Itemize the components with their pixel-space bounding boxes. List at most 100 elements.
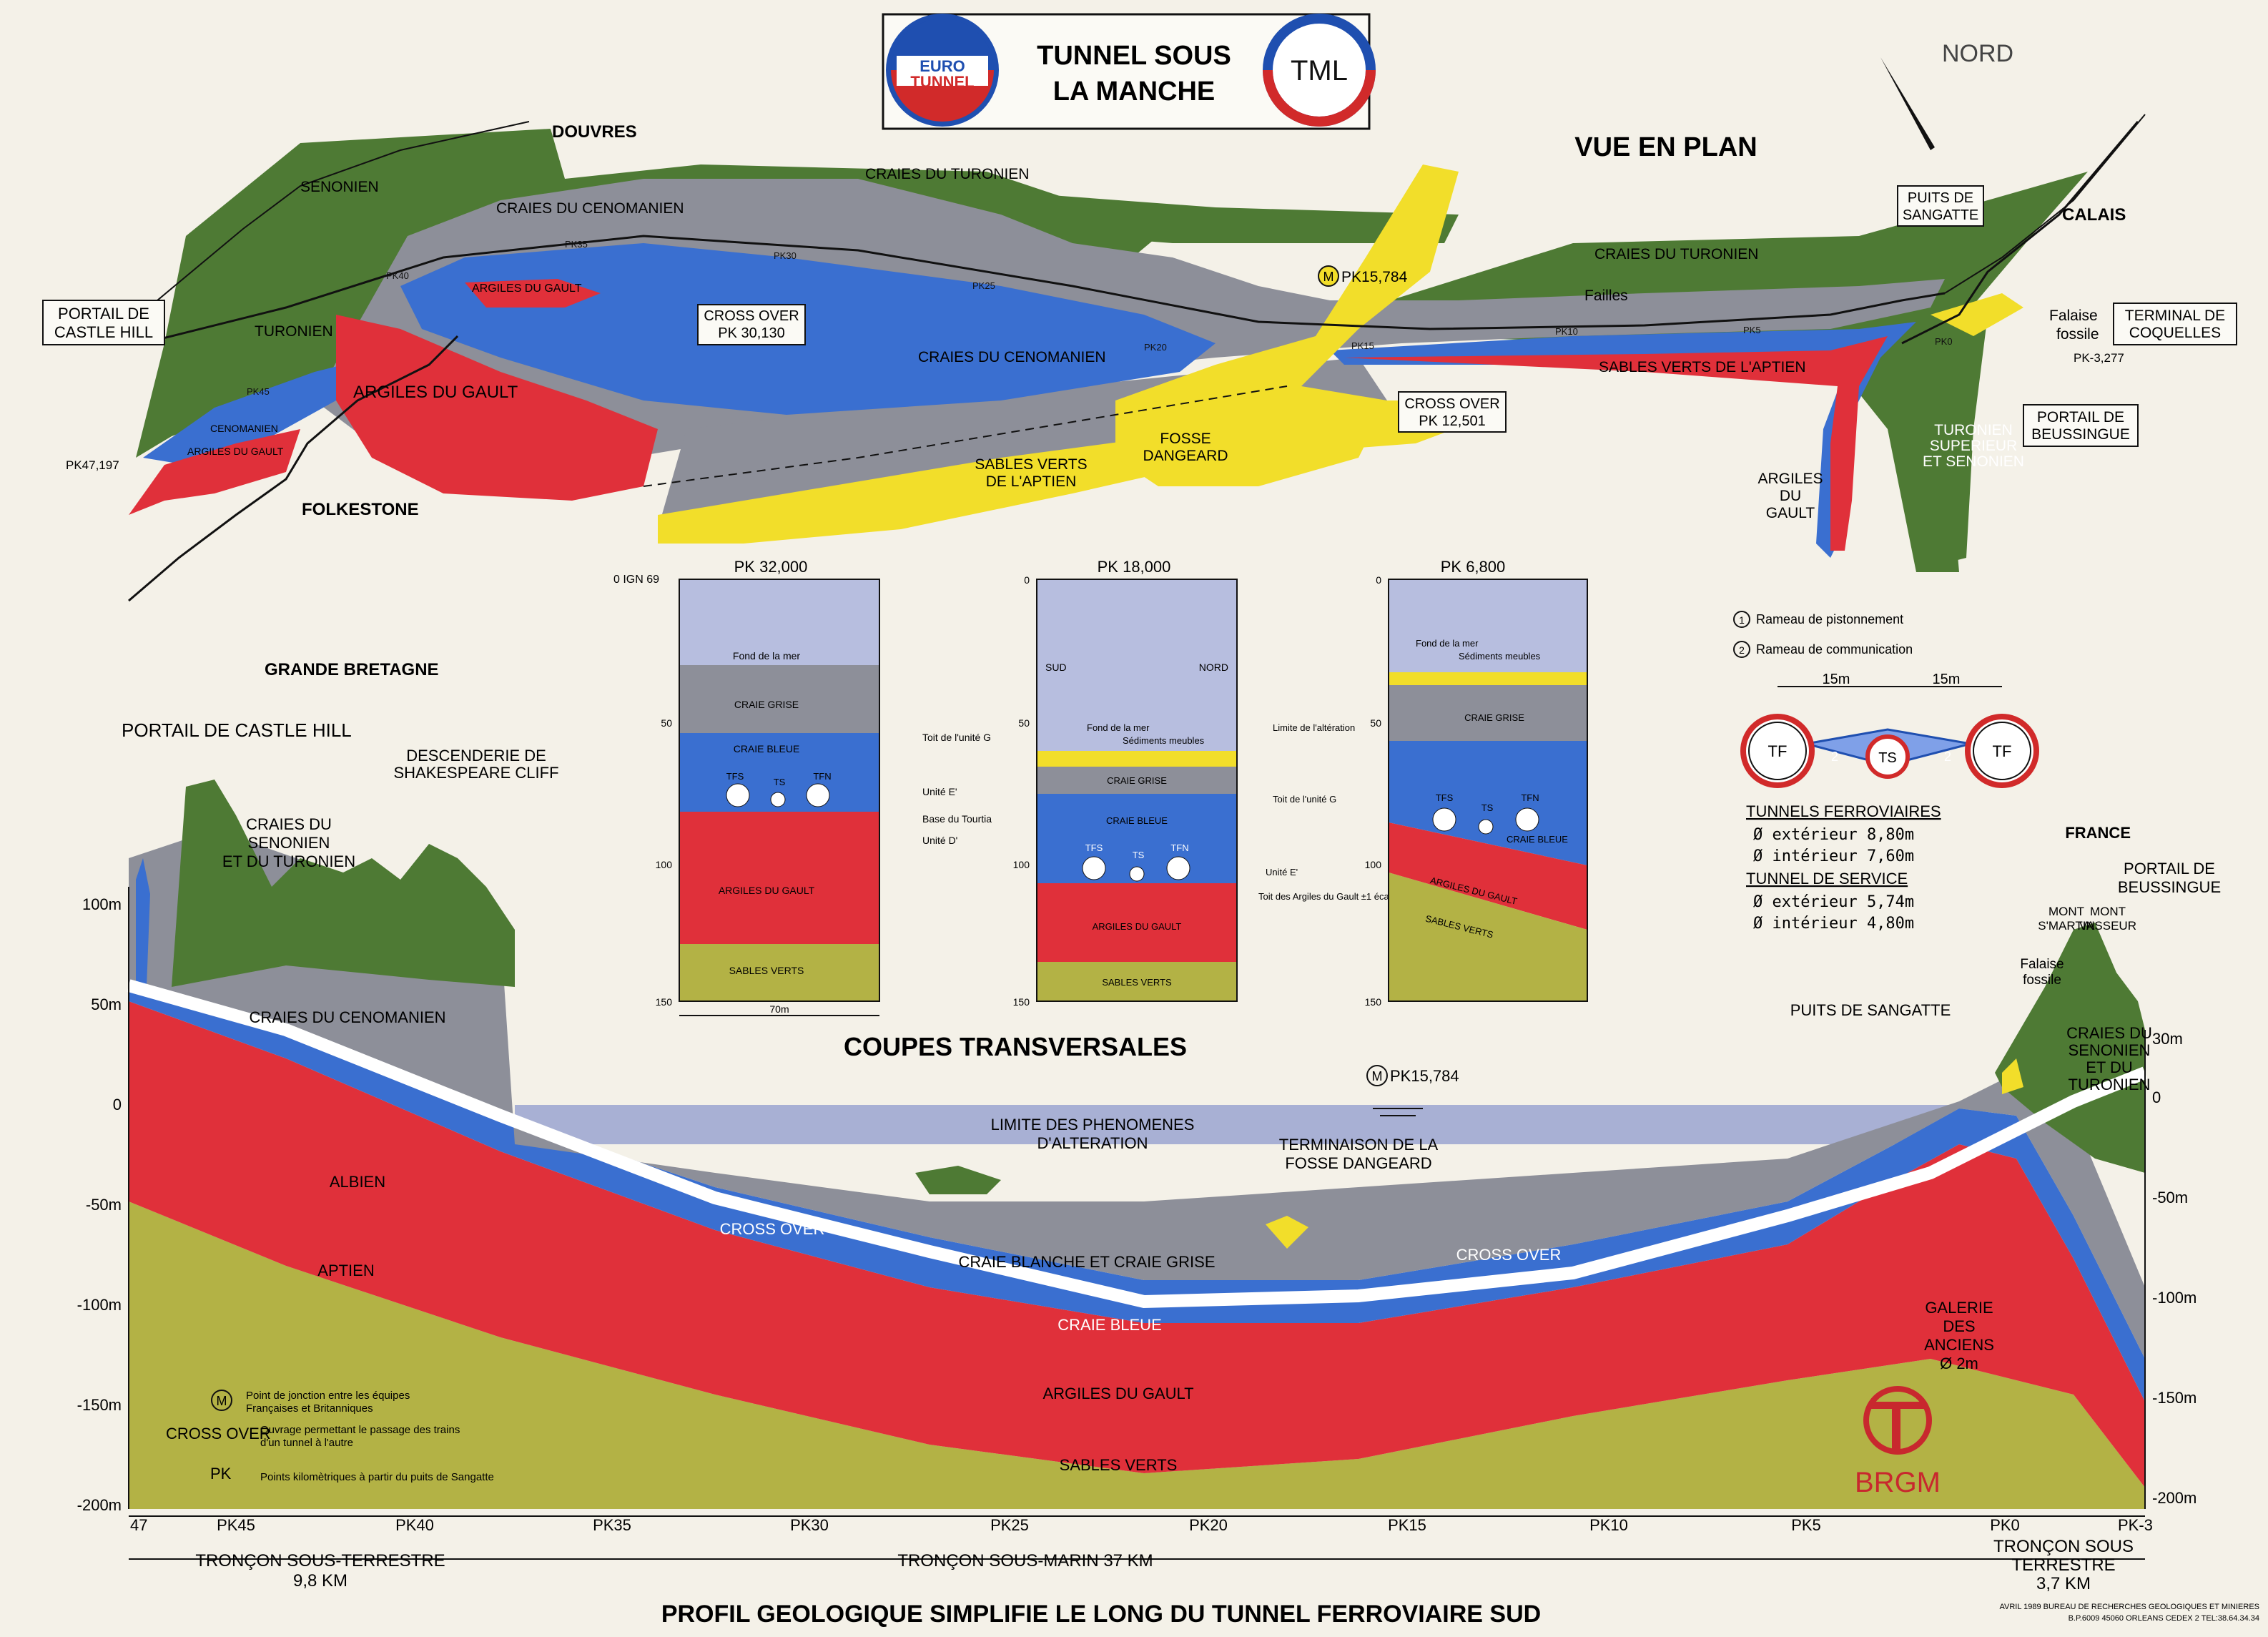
sea-level-symbol	[1373, 1108, 1423, 1116]
pk-tick: PK-3	[2118, 1516, 2153, 1534]
layer-label: CRAIE BLEUE	[1106, 815, 1168, 826]
label-craies-cenomanien-2: CRAIES DU CENOMANIEN	[918, 349, 1106, 365]
label-limite-1: LIMITE DES PHENOMENES	[991, 1116, 1195, 1134]
layer-label: SABLES VERTS	[1102, 977, 1172, 988]
layer-label: CRAIE BLEUE	[1507, 834, 1568, 845]
brgm-name: BRGM	[1855, 1467, 1941, 1498]
right-tick: 0	[2152, 1088, 2161, 1106]
brgm-credit-1: AVRIL 1989 BUREAU DE RECHERCHES GEOLOGIQ…	[1999, 1603, 2259, 1611]
profile-yellow-fr	[2002, 1058, 2023, 1094]
annotation: Unité D'	[922, 835, 957, 846]
eurotunnel-logo: EURO TUNNEL	[886, 14, 999, 127]
box-text: PK 30,130	[718, 325, 784, 341]
plan-title: VUE EN PLAN	[1574, 132, 1757, 162]
label-senonien-3: ET DU TURONIEN	[222, 852, 355, 870]
label-senonien: SENONIEN	[300, 179, 379, 195]
legend-rameau1: Rameau de pistonnement	[1756, 612, 1903, 626]
tick-label: 100	[1013, 859, 1030, 870]
label-senonien-1: CRAIES DU	[246, 815, 332, 833]
service-title: TUNNEL DE SERVICE	[1746, 870, 1908, 888]
label-aptien: APTIEN	[317, 1262, 374, 1279]
tick-label: 100	[1365, 859, 1382, 870]
troncon-fr-2: TERRESTRE	[2011, 1555, 2115, 1575]
annotation: Unité E'	[922, 786, 957, 797]
plan-view: NORD VUE EN PLAN DOUVRES FOLKESTONE CALA…	[42, 40, 2237, 679]
profile-bleue	[129, 987, 2145, 1402]
label-craies-fr-4: TURONIEN	[2069, 1076, 2151, 1093]
plan-yellow-fr	[1931, 293, 2023, 336]
tick-label: 50	[1018, 717, 1030, 729]
pk-tick: PK10	[1589, 1516, 1628, 1534]
box-cross-over-12: CROSS OVER PK 12,501	[1398, 391, 1507, 433]
logo-tunnel: TUNNEL	[910, 73, 974, 91]
tunnel-label: TFN	[1521, 792, 1539, 803]
section-pk32: PK 32,000 0 IGN 69 Fond de la mer CRAIE …	[613, 558, 992, 1016]
section3-tunnels: TFS TS TFN	[1432, 792, 1539, 835]
label-craies-cenomanien-1: CRAIES DU CENOMANIEN	[496, 200, 684, 217]
box-text: PORTAIL DE	[58, 305, 149, 323]
svg-text:PK25: PK25	[972, 280, 995, 291]
right-tick: -50m	[2152, 1189, 2188, 1206]
section1-layers: Fond de la mer CRAIE GRISE CRAIE BLEUE A…	[719, 650, 815, 976]
svg-text:PK40: PK40	[386, 270, 409, 281]
section1-tunnels: TFS TS TFN	[726, 771, 832, 807]
profile-green-sea	[915, 1166, 1001, 1194]
label-beussingue-2: BEUSSINGUE	[2118, 878, 2221, 896]
pk-tick: PK30	[790, 1516, 829, 1534]
label-argiles-2: ARGILES DU GAULT	[187, 446, 284, 457]
tick-label: 150	[1013, 996, 1030, 1008]
label-galerie-2: DES	[1943, 1317, 1975, 1335]
section2-tunnels: TFS TS TFN	[1082, 842, 1190, 882]
label-mont-2: S'MARTIN	[2038, 919, 2094, 933]
layer-label: Sédiments meubles	[1459, 651, 1541, 662]
right-tick: -150m	[2152, 1389, 2196, 1407]
profile-labels: PORTAIL DE CASTLE HILL DESCENDERIE DE SH…	[122, 719, 2221, 1474]
tick-label: 50	[661, 717, 672, 729]
label-craies-fr-1: CRAIES DU	[2066, 1024, 2152, 1042]
svg-text:PK35: PK35	[565, 239, 588, 250]
box-terminal-coquelles: TERMINAL DE COQUELLES	[2113, 303, 2237, 345]
box-text: CROSS OVER	[704, 308, 799, 324]
tick-label: 0	[1024, 574, 1030, 586]
label-argiles-fr-2: DU	[1780, 488, 1801, 504]
box-portail-castle-hill: PORTAIL DE CASTLE HILL	[42, 300, 165, 345]
pk-tick: 47	[130, 1516, 147, 1534]
legend-rameau2: Rameau de communication	[1756, 642, 1913, 657]
place-calais: CALAIS	[2062, 205, 2126, 225]
label-turonien-sup-1: TURONIEN	[1934, 422, 2013, 438]
label-cenomanien-small: CENOMANIEN	[210, 423, 278, 434]
label-pk47197: PK47,197	[66, 458, 119, 472]
label-galerie-4: Ø 2m	[1940, 1355, 1978, 1372]
svg-text:M: M	[217, 1394, 227, 1408]
label-falaise-2: fossile	[2056, 326, 2099, 343]
plan-pk-marks: PK45 PK40 PK35 PK30 PK25 PK20 PK15 PK10 …	[247, 239, 1953, 397]
layer-label: CRAIE GRISE	[1464, 712, 1524, 723]
left-tick: 100m	[82, 895, 122, 913]
label-craies-turonien-1: CRAIES DU TURONIEN	[865, 166, 1029, 182]
troncon-terrestre-km: 9,8 KM	[293, 1571, 347, 1591]
layer-label: ARGILES DU GAULT	[719, 885, 815, 896]
profile-m-marker: M	[1366, 1065, 1388, 1086]
left-tick: 50m	[91, 996, 122, 1013]
label-albien: ALBIEN	[330, 1173, 385, 1191]
ts-label: TS	[1878, 750, 1897, 766]
plan-green-fr	[1344, 172, 2088, 572]
north-label: NORD	[1942, 40, 2013, 67]
legend-num: 1	[1739, 614, 1745, 626]
legend-num: 2	[1739, 644, 1745, 656]
label-fosse-2: DANGEARD	[1143, 448, 1228, 464]
tunnel-label: TS	[1133, 850, 1145, 860]
section1-ticks: 50 100 150	[656, 717, 673, 1008]
label-cross-over-1: CROSS OVER	[720, 1220, 825, 1238]
svg-text:PK10: PK10	[1555, 326, 1578, 337]
layer-label: Sédiments meubles	[1123, 735, 1205, 746]
plan-red-uk-tip	[129, 429, 300, 515]
tunnel-label: TFS	[1085, 842, 1103, 853]
layer-label: CRAIE GRISE	[1107, 775, 1167, 786]
label-pk-minus: PK-3,277	[2074, 351, 2124, 365]
label-craie-blanche: CRAIE BLANCHE ET CRAIE GRISE	[958, 1253, 1215, 1271]
spacing-label: 15m	[1933, 672, 1961, 687]
label-sables-1a: SABLES VERTS	[975, 456, 1087, 473]
legend-cross-2: d'un tunnel à l'autre	[260, 1437, 353, 1449]
label-terminaison-1: TERMINAISON DE LA	[1279, 1136, 1439, 1154]
